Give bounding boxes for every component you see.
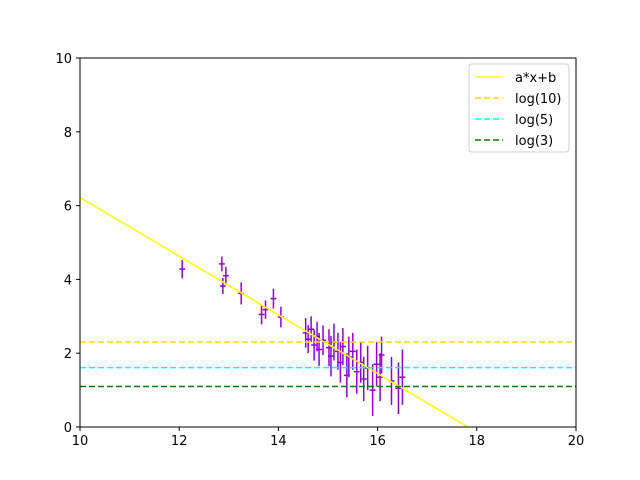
errorbar-series	[179, 256, 406, 416]
y-tick-label: 4	[64, 273, 72, 288]
y-tick-label: 8	[64, 126, 72, 141]
legend-entry: log(5)	[475, 113, 553, 128]
legend-entry: a*x+b	[475, 71, 556, 86]
y-tick-label: 2	[64, 347, 72, 362]
axes-frame	[79, 57, 577, 428]
y-tick-label: 10	[55, 52, 72, 67]
y-tick-label: 0	[64, 421, 72, 436]
data-point	[179, 259, 186, 279]
y-tick-label: 6	[64, 200, 72, 215]
legend-entry: log(3)	[475, 134, 553, 149]
data-point	[270, 288, 277, 309]
data-point	[308, 316, 315, 343]
data-point	[219, 277, 226, 295]
x-tick-label: 18	[469, 434, 486, 449]
fit-and-reference-lines	[80, 196, 576, 427]
y-axis: 0 2 4 6 8 10	[55, 52, 80, 436]
x-axis: 10 12 14 16 18 20	[72, 427, 585, 449]
x-tick-label: 12	[171, 434, 188, 449]
data-point	[373, 342, 380, 387]
data-point	[399, 349, 406, 405]
legend-label: log(10)	[515, 92, 562, 107]
data-point	[339, 328, 346, 366]
data-point	[218, 256, 225, 272]
legend-label: log(5)	[515, 113, 553, 128]
data-point	[258, 304, 265, 325]
data-point	[360, 356, 367, 402]
data-point	[377, 353, 384, 402]
data-point	[369, 364, 376, 416]
data-point	[311, 329, 318, 361]
legend-label: log(3)	[515, 134, 553, 149]
x-tick-label: 20	[568, 434, 585, 449]
legend-entry: log(10)	[475, 92, 562, 107]
legend-box	[468, 63, 570, 153]
data-point	[349, 332, 356, 370]
data-point	[353, 349, 360, 394]
series-line	[80, 196, 469, 427]
legend-label: a*x+b	[515, 71, 556, 86]
data-point	[395, 362, 402, 415]
data-point	[262, 300, 269, 319]
data-point	[222, 266, 229, 285]
x-tick-label: 14	[270, 434, 287, 449]
x-tick-label: 10	[72, 434, 89, 449]
legend: a*x+b log(10) log(5) log(3)	[468, 63, 570, 153]
x-tick-label: 16	[369, 434, 386, 449]
